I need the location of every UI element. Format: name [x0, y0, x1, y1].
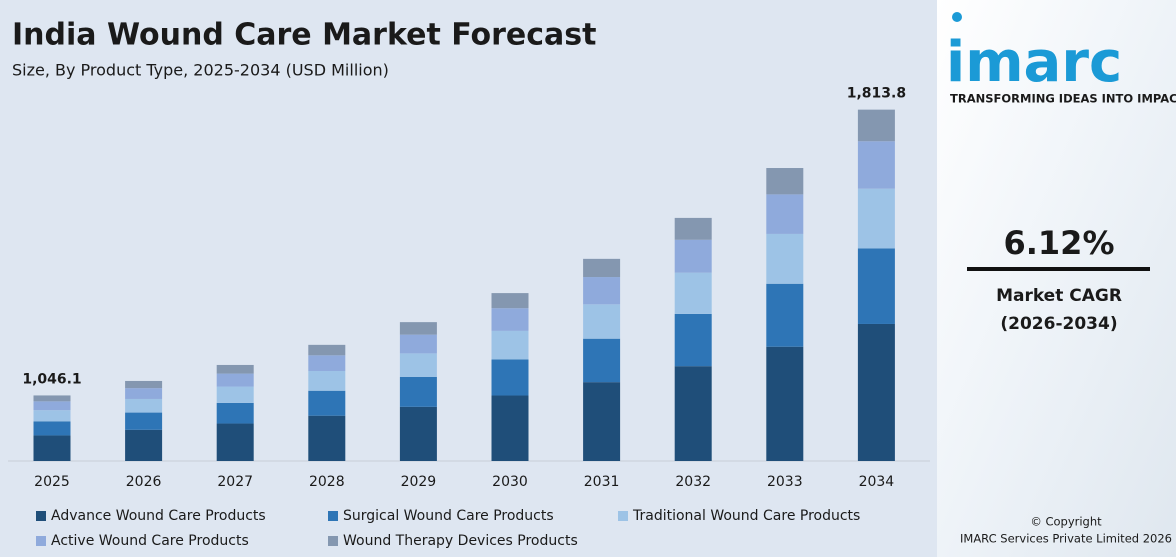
bar-segment [491, 359, 529, 396]
chart-title: India Wound Care Market Forecast [12, 18, 597, 53]
legend-label: Active Wound Care Products [51, 533, 249, 549]
bar-segment [674, 313, 712, 367]
x-tick-label: 2034 [859, 474, 895, 490]
x-tick-label: 2028 [309, 474, 345, 490]
bar-segment [33, 435, 71, 461]
bar-segment [216, 373, 254, 387]
cagr-period: (2026-2034) [1000, 314, 1117, 334]
bar-segment [583, 277, 621, 305]
bar-segment [33, 410, 71, 422]
cagr-label: Market CAGR [996, 286, 1122, 306]
bar-segment [399, 334, 437, 354]
bar-segment [491, 330, 529, 360]
x-tick-label: 2031 [584, 474, 620, 490]
bar-segment [674, 366, 712, 461]
bar-segment [399, 406, 437, 461]
x-tick-label: 2033 [767, 474, 803, 490]
bar-segment [33, 401, 71, 411]
legend-label: Traditional Wound Care Products [632, 508, 860, 524]
legend-swatch [36, 536, 46, 546]
bar-segment [216, 423, 254, 461]
bar-segment [308, 355, 346, 371]
legend-swatch [328, 536, 338, 546]
bar-segment [583, 338, 621, 383]
logo-dot [952, 12, 962, 22]
bar-segment [674, 217, 712, 240]
bar-segment [399, 322, 437, 335]
legend-label: Advance Wound Care Products [51, 508, 266, 524]
legend-swatch [36, 511, 46, 521]
bar-segment [491, 308, 529, 331]
bar-segment [216, 402, 254, 424]
bar-segment [125, 398, 163, 413]
bar-segment [766, 194, 804, 234]
company: IMARC Services Private Limited 2026 [960, 532, 1172, 546]
bar-segment [674, 239, 712, 273]
bar-segment [308, 344, 346, 356]
x-tick-label: 2025 [34, 474, 70, 490]
bar-segment [583, 258, 621, 278]
chart-subtitle: Size, By Product Type, 2025-2034 (USD Mi… [12, 61, 389, 80]
copyright: © Copyright [1030, 515, 1102, 529]
bar-segment [857, 323, 895, 461]
total-label: 1,046.1 [22, 371, 81, 387]
bar-segment [491, 293, 529, 309]
cagr-rule [967, 267, 1150, 271]
bar-segment [33, 395, 71, 402]
bar-segment [766, 283, 804, 347]
bar-segment [583, 382, 621, 461]
bar-segment [308, 390, 346, 416]
legend-swatch [328, 511, 338, 521]
bar-segment [491, 395, 529, 461]
sidebar-background [937, 0, 1176, 557]
bar-segment [216, 364, 254, 374]
bar-segment [125, 429, 163, 461]
x-tick-label: 2029 [401, 474, 437, 490]
x-tick-label: 2032 [675, 474, 711, 490]
bar-segment [857, 141, 895, 189]
logo: imarc [946, 30, 1122, 95]
x-tick-label: 2026 [126, 474, 162, 490]
bar-segment [766, 233, 804, 284]
bar-segment [583, 304, 621, 339]
bar-segment [399, 353, 437, 377]
bar-segment [399, 376, 437, 407]
legend-label: Surgical Wound Care Products [343, 508, 554, 524]
legend-label: Wound Therapy Devices Products [343, 533, 578, 549]
total-label: 1,813.8 [847, 86, 906, 102]
bar-segment [125, 412, 163, 430]
bar-segment [125, 380, 163, 389]
bar-segment [766, 168, 804, 195]
cagr-value: 6.12% [1003, 224, 1114, 262]
tagline: TRANSFORMING IDEAS INTO IMPACT [950, 92, 1176, 106]
bar-segment [857, 109, 895, 142]
bar-segment [674, 272, 712, 314]
bar-segment [33, 421, 71, 436]
x-tick-label: 2030 [492, 474, 528, 490]
legend-swatch [618, 511, 628, 521]
bar-segment [857, 248, 895, 324]
x-tick-label: 2027 [217, 474, 253, 490]
bar-segment [308, 415, 346, 461]
bar-segment [308, 370, 346, 391]
bar-segment [216, 386, 254, 403]
bar-segment [766, 346, 804, 461]
bar-segment [857, 188, 895, 249]
bar-segment [125, 388, 163, 399]
